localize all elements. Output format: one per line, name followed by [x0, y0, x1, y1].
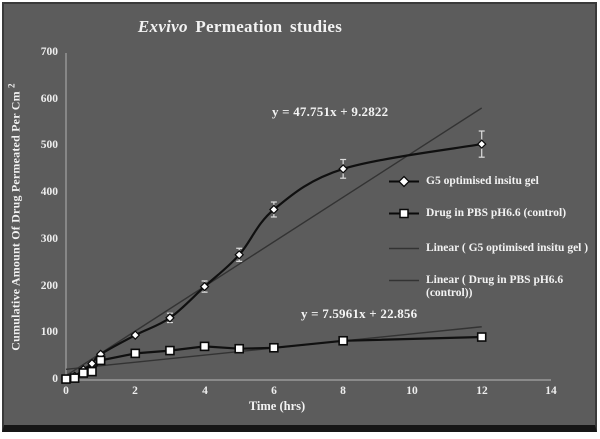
legend-item-linear-g5: Linear ( G5 optimised insitu gel ) — [389, 242, 600, 255]
y-tick-300: 300 — [40, 233, 58, 245]
x-tick-0: 0 — [63, 385, 69, 397]
y-tick-500: 500 — [40, 139, 58, 151]
x-axis-label: Time (hrs) — [248, 399, 306, 413]
x-tick-6: 6 — [271, 385, 277, 397]
x-tick-4: 4 — [202, 385, 208, 397]
x-tick-14: 14 — [545, 385, 557, 397]
legend-label: Linear ( Drug in PBS pH6.6 (control)) — [426, 274, 564, 299]
trendline-equation-control: y = 7.5961x + 22.856 — [301, 306, 418, 321]
legend-item-linear-control: Linear ( Drug in PBS pH6.6 (control)) — [389, 274, 600, 299]
legend-item-control: Drug in PBS pH6.6 (control) — [389, 207, 600, 220]
y-tick-400: 400 — [40, 186, 58, 198]
diamond-marker-icon — [389, 175, 419, 188]
x-tick-2: 2 — [132, 385, 138, 397]
trendline-equation-g5: y = 47.751x + 9.2822 — [272, 104, 389, 119]
chart-title-italic: Exvivo — [137, 17, 188, 36]
trend-line-icon — [389, 242, 419, 255]
y-tick-100: 100 — [40, 326, 58, 338]
chart-title-rest: Permeation studies — [187, 17, 343, 36]
y-tick-200: 200 — [40, 280, 58, 292]
y-axis-label: Cumulative Amount Of Drug Permeated Per … — [6, 83, 23, 351]
legend-label: Drug in PBS pH6.6 (control) — [426, 207, 567, 219]
square-marker-icon — [389, 207, 419, 220]
chart-title: Exvivo Permeation studies — [0, 17, 480, 37]
x-tick-10: 10 — [406, 385, 418, 397]
legend-label: Linear ( G5 optimised insitu gel ) — [426, 242, 589, 254]
x-tick-12: 12 — [476, 385, 488, 397]
y-axis-label-superscript: 2 — [6, 83, 17, 89]
y-tick-0: 0 — [52, 373, 58, 385]
legend-label: G5 optimised insitu gel — [426, 175, 539, 187]
legend-item-g5: G5 optimised insitu gel — [389, 175, 600, 188]
trend-line-icon — [389, 274, 419, 287]
y-tick-700: 700 — [40, 46, 58, 58]
x-tick-8: 8 — [340, 385, 346, 397]
y-tick-600: 600 — [40, 93, 58, 105]
